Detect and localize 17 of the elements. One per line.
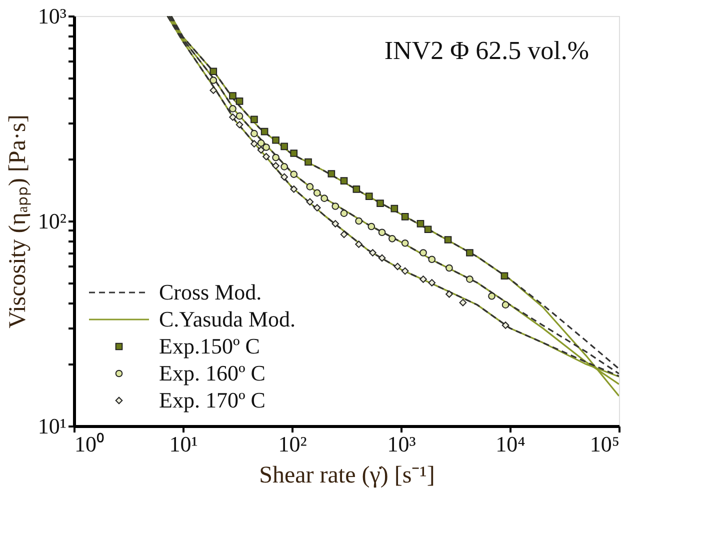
y-axis-title: Viscosity (ηₐₚₚ) [Pa·s] [4, 114, 31, 328]
annotation: INV2 Φ 62.5 vol.% [384, 36, 589, 65]
x-tick-label: 10³ [387, 432, 416, 456]
legend-label: Exp. 160º C [159, 360, 266, 386]
x-tick-label: 10⁰ [74, 432, 104, 456]
legend-label: Cross Mod. [159, 280, 262, 304]
x-tick-label: 10⁵ [590, 432, 620, 456]
legend-label: C.Yasuda Mod. [159, 306, 296, 332]
legend-label: Exp.150º C [159, 334, 260, 358]
legend-label: Exp. 170º C [159, 388, 266, 412]
y-tick-label: 10³ [38, 4, 67, 28]
x-tick-label: 10¹ [169, 432, 198, 456]
y-tick-label: 10² [38, 208, 67, 234]
x-tick-label: 10² [278, 432, 308, 456]
x-tick-label: 10⁴ [496, 432, 526, 456]
x-axis-title: Shear rate (γ̇) [s⁻¹] [259, 462, 435, 488]
y-tick-label: 10¹ [38, 414, 66, 438]
